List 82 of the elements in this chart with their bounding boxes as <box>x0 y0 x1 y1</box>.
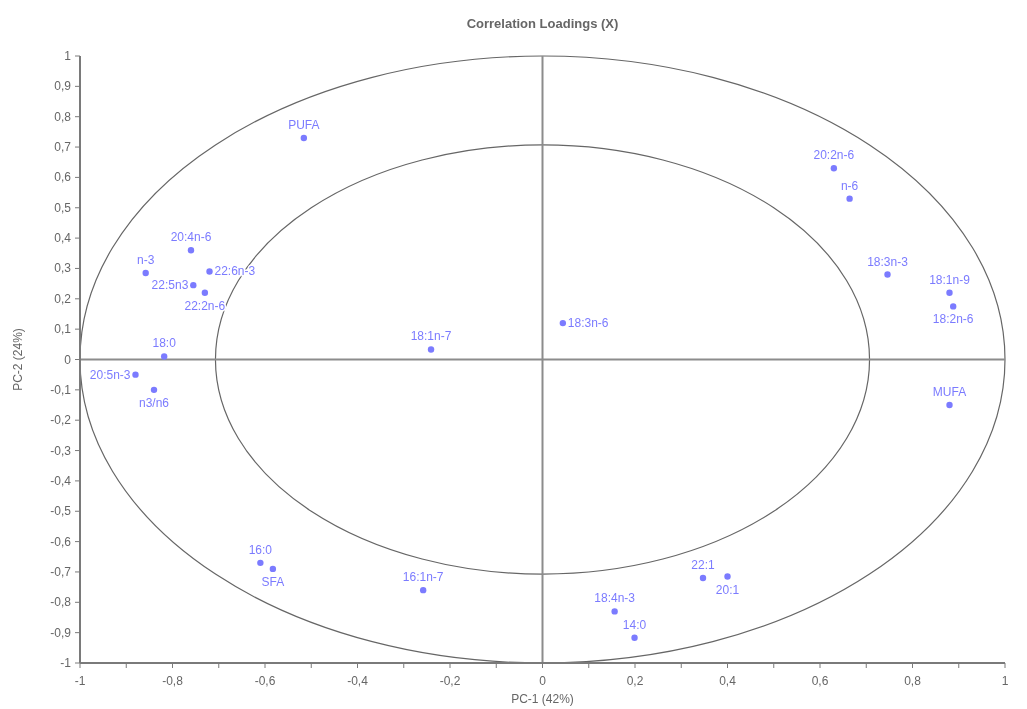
x-tick-label: 0,6 <box>811 674 829 688</box>
point <box>559 319 567 327</box>
y-tick-label: -0,3 <box>50 443 72 458</box>
point <box>269 565 277 573</box>
y-tick-label: -0,1 <box>50 382 72 397</box>
y-tick-label: -0,6 <box>50 534 72 549</box>
x-tick-label: 1 <box>1001 674 1009 688</box>
y-axis-title: PC-2 (24%) <box>11 328 25 391</box>
y-tick-label: -0,9 <box>50 625 72 640</box>
y-tick-label: -0,8 <box>50 595 72 610</box>
x-axis-title: PC-1 (42%) <box>511 692 574 706</box>
point <box>950 303 957 310</box>
point <box>946 401 953 409</box>
annotation: 18:3n-6 <box>567 316 609 331</box>
annotation: n-3 <box>137 253 155 267</box>
annotation: 18:0 <box>152 336 177 351</box>
annotation: 22:1 <box>691 558 715 573</box>
point <box>300 134 308 142</box>
annotation: 16:1n-7 <box>402 570 444 585</box>
y-tick-label: 0,7 <box>54 140 72 155</box>
y-tick-label: -1 <box>60 656 72 670</box>
point <box>150 386 158 394</box>
annotation: 16:0 <box>248 542 273 557</box>
annotation: 20:1 <box>715 582 740 597</box>
y-tick-label: 0,3 <box>54 261 72 276</box>
point <box>160 353 168 360</box>
x-tick-label: 0,8 <box>904 674 922 688</box>
y-tick-label: 0,6 <box>54 170 72 185</box>
annotation: 18:1n-7 <box>410 329 452 344</box>
y-tick-label: -0,7 <box>50 564 72 579</box>
point <box>201 289 209 296</box>
annotation: n3/n6 <box>138 395 170 410</box>
point <box>427 346 435 353</box>
point <box>884 271 891 278</box>
chart-title: Correlation Loadings (X) <box>466 16 619 31</box>
point <box>142 269 149 277</box>
point <box>187 247 195 254</box>
y-tick-label: 0,1 <box>54 322 72 337</box>
x-tick-label: 0,2 <box>626 674 644 688</box>
annotation: 22:5n3 <box>151 278 189 293</box>
y-tick-label: 0 <box>64 352 72 367</box>
point <box>190 281 197 289</box>
x-tick-label: -0,8 <box>162 674 184 688</box>
x-tick-label: 0,4 <box>719 674 737 688</box>
point <box>206 268 213 275</box>
annotation: 18:3n-3 <box>867 254 909 269</box>
annotation: 20:2n-6 <box>813 148 855 163</box>
x-tick-label: -0,4 <box>347 674 369 688</box>
y-tick-label: 0,5 <box>54 200 72 215</box>
point <box>132 371 139 378</box>
point <box>631 634 638 642</box>
x-tick-label: -1 <box>74 674 86 688</box>
annotation: PUFA <box>288 117 320 132</box>
annotation: 18:1n-9 <box>929 272 971 287</box>
point <box>257 559 264 567</box>
annotation: 18:2n-6 <box>932 312 974 327</box>
point <box>846 195 853 202</box>
y-tick-label: 1 <box>64 49 72 63</box>
y-tick-label: -0,5 <box>50 504 72 519</box>
x-tick-label: -0,6 <box>254 674 276 688</box>
annotation: MUFA <box>932 385 967 400</box>
point <box>946 289 953 296</box>
y-tick-label: -0,2 <box>50 413 72 428</box>
annotation: 14:0 <box>622 617 647 632</box>
annotation: 20:5n-3 <box>89 367 131 382</box>
point <box>830 165 838 172</box>
y-tick-label: 0,2 <box>54 291 72 306</box>
point <box>724 573 731 580</box>
x-tick-label: 0 <box>539 674 547 688</box>
annotation: 20:4n-6 <box>170 230 212 245</box>
point <box>611 608 618 615</box>
y-tick-label: -0,4 <box>50 473 72 488</box>
x-tick-label: -0,2 <box>439 674 461 688</box>
annotation: n-6 <box>840 178 859 193</box>
point <box>699 574 707 582</box>
point <box>419 586 427 594</box>
y-tick-label: 0,8 <box>54 109 72 124</box>
y-tick-label: 0,4 <box>54 231 72 246</box>
annotation: 18:4n-3 <box>594 591 636 606</box>
annotation: 22:2n-6 <box>184 298 226 313</box>
annotation: SFA <box>261 574 285 589</box>
y-tick-label: 0,9 <box>54 79 72 94</box>
